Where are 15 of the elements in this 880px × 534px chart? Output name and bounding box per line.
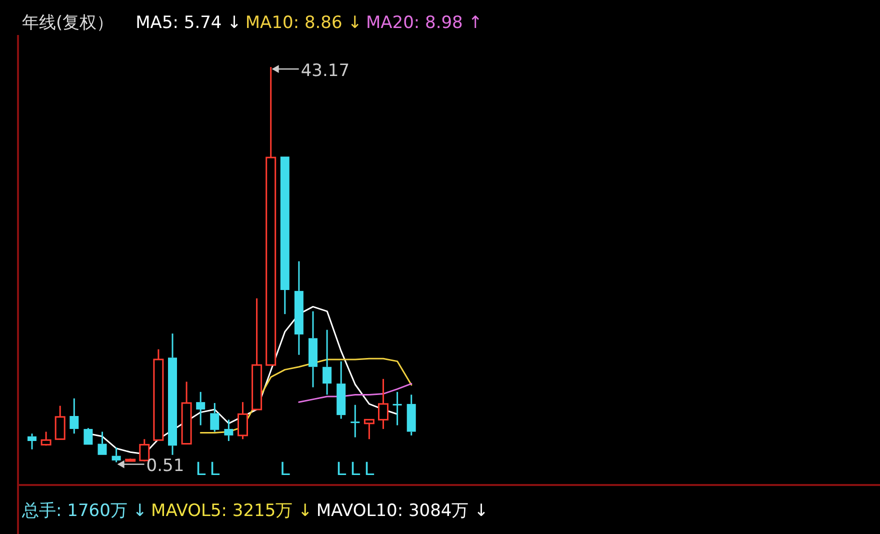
- text: 总手: 1760万 ↓: [21, 501, 148, 521]
- text: MAVOL10: 3084万 ↓: [316, 501, 488, 521]
- text: MA5: 5.74 ↓: [136, 13, 242, 33]
- text: L: [280, 459, 290, 480]
- annotation: 43.17: [300, 61, 350, 82]
- text: MA10: 8.86 ↓: [245, 13, 362, 33]
- text: L: [364, 459, 374, 480]
- annotation: 0.51: [146, 456, 184, 476]
- text: L: [196, 459, 206, 480]
- chart-title: 年线(复权）: [22, 13, 114, 33]
- text: L: [350, 459, 360, 480]
- text: MAVOL5: 3215万 ↓: [151, 501, 312, 521]
- text: L: [210, 459, 220, 480]
- text: MA20: 8.98 ↑: [366, 13, 483, 33]
- text: L: [336, 459, 346, 480]
